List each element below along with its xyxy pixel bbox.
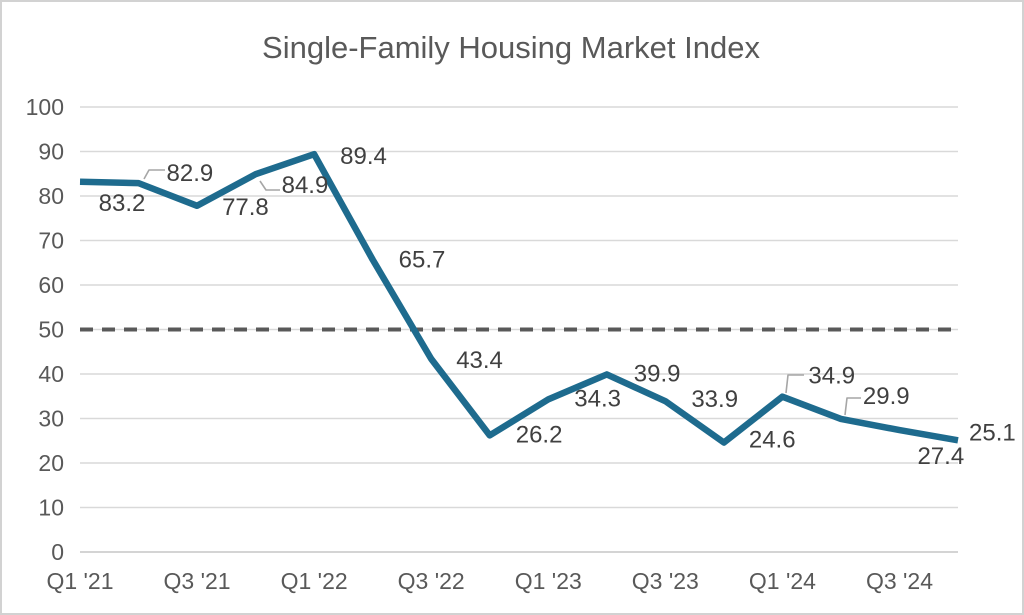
gridlines <box>80 106 958 553</box>
y-tick-label: 50 <box>38 317 64 343</box>
data-label: 26.2 <box>516 421 563 448</box>
y-tick-label: 40 <box>38 361 64 387</box>
y-tick-label: 0 <box>51 539 64 565</box>
data-label: 34.3 <box>574 385 621 412</box>
series-group <box>79 150 959 446</box>
y-tick-label: 10 <box>38 495 64 521</box>
x-tick-label: Q1 '24 <box>749 568 816 594</box>
data-label: 33.9 <box>691 386 738 413</box>
data-labels: 83.2 82.9 77.8 84.9 89.4 65.7 43.4 26.2 34.3 39.9… <box>99 143 1016 470</box>
data-label: 65.7 <box>399 247 446 274</box>
label-leader-line <box>785 374 804 394</box>
data-label: 84.9 <box>282 172 329 199</box>
y-tick-label: 80 <box>38 183 64 209</box>
x-tick-label: Q1 '21 <box>46 568 113 594</box>
y-tick-label: 100 <box>26 94 64 120</box>
data-label: 39.9 <box>634 360 681 387</box>
chart-title: Single-Family Housing Market Index <box>262 30 760 65</box>
x-tick-label: Q3 '24 <box>866 568 933 594</box>
x-tick-label: Q1 '22 <box>281 568 348 594</box>
x-tick-label: Q3 '21 <box>164 568 231 594</box>
data-label: 89.4 <box>340 143 387 170</box>
data-label: 27.4 <box>917 443 964 470</box>
label-leader-line <box>143 169 165 180</box>
y-tick-label: 90 <box>38 139 64 165</box>
data-label: 34.9 <box>808 363 855 390</box>
series-line <box>79 150 959 446</box>
data-label: 29.9 <box>863 383 910 410</box>
y-tick-label: 30 <box>38 406 64 432</box>
label-leader-line <box>844 397 861 416</box>
data-label: 83.2 <box>99 190 146 217</box>
label-leader-line <box>259 180 280 191</box>
data-label: 24.6 <box>749 427 796 454</box>
data-label: 82.9 <box>167 160 214 187</box>
x-tick-label: Q3 '22 <box>398 568 465 594</box>
y-axis-labels: 0 10 20 30 40 50 60 70 80 90 100 <box>26 94 64 565</box>
x-axis-labels: Q1 '21 Q3 '21 Q1 '22 Q3 '22 Q1 '23 Q3 '23 Q1 '… <box>46 568 933 594</box>
data-label: 25.1 <box>969 419 1016 446</box>
data-label: 77.8 <box>222 194 269 221</box>
x-tick-label: Q3 '23 <box>632 568 699 594</box>
label-leader-lines <box>143 169 861 416</box>
y-tick-label: 70 <box>38 228 64 254</box>
y-tick-label: 60 <box>38 272 64 298</box>
data-label: 43.4 <box>456 347 503 374</box>
x-tick-label: Q1 '23 <box>515 568 582 594</box>
y-tick-label: 20 <box>38 450 64 476</box>
